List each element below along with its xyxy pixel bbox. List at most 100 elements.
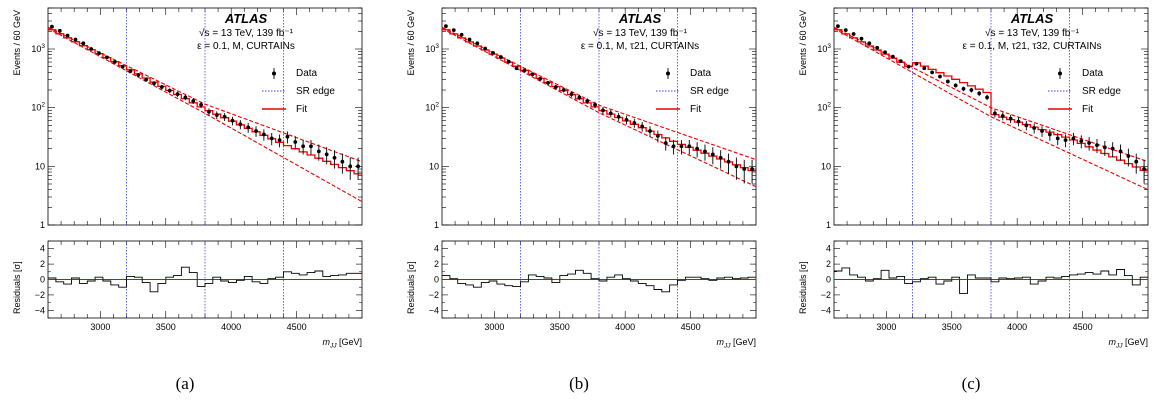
y-tick-label: 10 bbox=[821, 161, 831, 171]
data-point bbox=[1040, 129, 1044, 133]
data-point bbox=[1055, 136, 1060, 141]
data-point bbox=[1079, 139, 1084, 143]
data-point bbox=[1032, 126, 1037, 130]
data-point bbox=[136, 73, 141, 77]
x-tick-label: 4500 bbox=[681, 322, 701, 332]
data-point bbox=[1142, 167, 1146, 171]
data-point bbox=[953, 83, 958, 88]
y-tick-label: 102 bbox=[31, 102, 45, 113]
data-point bbox=[906, 64, 911, 69]
data-point bbox=[451, 28, 456, 33]
residual-tick-label: −4 bbox=[35, 305, 45, 315]
y-tick-base: 10 bbox=[817, 103, 827, 113]
residual-axis-label: Residuals [σ] bbox=[12, 261, 22, 314]
x-axis-subscript: JJ bbox=[329, 343, 337, 350]
data-point bbox=[222, 114, 227, 119]
residual-axis-label: Residuals [σ] bbox=[406, 261, 416, 314]
data-point bbox=[632, 121, 637, 125]
data-point bbox=[324, 152, 329, 157]
data-point bbox=[269, 136, 274, 141]
legend-data-marker bbox=[1058, 71, 1062, 76]
data-point bbox=[836, 24, 840, 29]
data-point bbox=[498, 55, 503, 59]
data-point bbox=[883, 50, 887, 55]
residual-tick-label: 0 bbox=[434, 275, 439, 285]
data-point bbox=[922, 66, 927, 71]
y-axis-label: Events / 60 GeV bbox=[12, 10, 22, 76]
data-point bbox=[285, 134, 290, 139]
fit-band-upper bbox=[441, 26, 757, 161]
data-point bbox=[561, 88, 566, 92]
y-tick-base: 10 bbox=[31, 103, 41, 113]
fit-band-lower bbox=[833, 27, 1149, 191]
data-point bbox=[616, 114, 621, 119]
data-point bbox=[167, 88, 172, 93]
data-point bbox=[663, 141, 668, 145]
y-tick-exponent: 3 bbox=[435, 43, 439, 50]
data-point bbox=[73, 37, 78, 42]
y-tick-label: 103 bbox=[425, 43, 439, 54]
x-tick-label: 3000 bbox=[876, 322, 896, 332]
data-point bbox=[467, 37, 472, 42]
data-point bbox=[293, 140, 298, 144]
atlas-label: ATLAS bbox=[224, 11, 268, 26]
data-point bbox=[750, 167, 754, 171]
data-point bbox=[1118, 149, 1123, 154]
y-tick-exponent: 2 bbox=[435, 102, 439, 109]
x-axis-unit: [GeV] bbox=[1122, 337, 1148, 347]
x-tick-label: 3500 bbox=[156, 322, 176, 332]
data-point bbox=[577, 95, 582, 100]
fit-band-upper bbox=[47, 26, 363, 163]
data-point bbox=[843, 28, 848, 33]
data-point bbox=[875, 45, 880, 50]
data-point bbox=[214, 113, 219, 117]
residual-tick-label: −4 bbox=[821, 305, 831, 315]
y-axis-label: Events / 60 GeV bbox=[406, 10, 416, 76]
data-point bbox=[867, 41, 872, 46]
data-point bbox=[734, 164, 739, 169]
y-tick-label: 102 bbox=[425, 102, 439, 113]
data-point bbox=[1102, 145, 1107, 150]
data-point bbox=[1008, 116, 1013, 121]
residual-histogram bbox=[442, 269, 756, 293]
x-axis-symbol: m bbox=[716, 337, 724, 347]
data-point bbox=[277, 138, 282, 143]
data-point bbox=[112, 60, 117, 64]
atlas-label: ATLAS bbox=[618, 11, 662, 26]
data-point bbox=[553, 85, 558, 89]
data-point bbox=[601, 108, 605, 113]
residual-tick-label: −2 bbox=[429, 290, 439, 300]
data-point bbox=[851, 32, 856, 36]
data-point bbox=[538, 76, 543, 81]
data-point bbox=[89, 47, 94, 51]
residual-tick-label: 4 bbox=[40, 244, 45, 254]
data-point bbox=[593, 102, 597, 107]
data-point bbox=[569, 92, 574, 97]
y-tick-base: 10 bbox=[425, 44, 435, 54]
data-point bbox=[50, 24, 54, 29]
x-tick-label: 4500 bbox=[1073, 322, 1093, 332]
data-point bbox=[742, 167, 747, 171]
y-tick-base: 10 bbox=[425, 103, 435, 113]
residual-histogram bbox=[834, 267, 1148, 294]
x-tick-label: 4000 bbox=[615, 322, 635, 332]
data-point bbox=[695, 146, 700, 151]
data-point bbox=[1071, 136, 1076, 141]
data-point bbox=[483, 46, 488, 51]
data-point bbox=[898, 59, 903, 64]
residual-axis-label: Residuals [σ] bbox=[798, 261, 808, 314]
y-tick-base: 10 bbox=[817, 44, 827, 54]
data-point bbox=[945, 79, 950, 84]
data-point bbox=[648, 129, 652, 133]
legend-data-label: Data bbox=[690, 68, 712, 79]
data-point bbox=[340, 159, 345, 164]
y-tick-exponent: 3 bbox=[41, 43, 45, 50]
legend-data-marker bbox=[272, 71, 276, 76]
legend-sr-edge-label: SR edge bbox=[1082, 86, 1121, 97]
data-point bbox=[671, 144, 676, 149]
energy-luminosity-label: √s = 13 TeV, 139 fb⁻¹ bbox=[985, 27, 1080, 39]
data-point bbox=[703, 149, 707, 154]
data-point bbox=[97, 51, 101, 56]
